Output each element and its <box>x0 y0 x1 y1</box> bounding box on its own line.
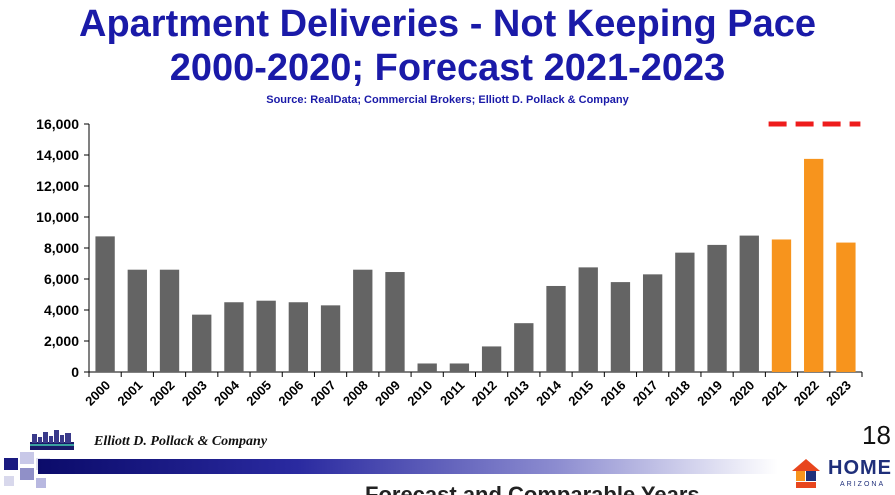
bar-2013 <box>514 323 534 372</box>
bar-2014 <box>546 285 566 372</box>
title-line-2: 2000-2020; Forecast 2021-2023 <box>169 47 726 89</box>
next-slide-text: Forecast and Comparable Years <box>365 482 700 495</box>
x-tick-label: 2013 <box>501 378 532 409</box>
x-tick-label: 2022 <box>791 378 822 409</box>
title-line-1: Apartment Deliveries - Not Keeping Pace <box>79 3 816 45</box>
bar-2018 <box>675 252 695 372</box>
x-tick-label: 2012 <box>469 378 500 409</box>
x-tick-label: 2001 <box>114 378 145 409</box>
home-logo-subtext: ARIZONA <box>840 481 886 488</box>
x-tick-label: 2004 <box>211 377 243 409</box>
x-tick-label: 2015 <box>565 378 596 409</box>
x-tick-label: 2023 <box>823 378 854 409</box>
bar-2022 <box>804 158 824 372</box>
x-tick-label: 2021 <box>759 378 790 409</box>
company-name: Elliott D. Pollack & Company <box>94 434 268 449</box>
decorative-squares-icon <box>4 452 50 488</box>
bar-2008 <box>353 269 373 372</box>
y-tick-label: 14,000 <box>36 147 79 163</box>
bar-2011 <box>449 363 470 372</box>
bar-2015 <box>578 267 598 372</box>
bar-2020 <box>739 235 759 372</box>
x-tick-label: 2018 <box>662 378 693 409</box>
bar-2001 <box>127 269 147 372</box>
home-logo-text: HOME <box>828 457 892 479</box>
x-tick-label: 2000 <box>82 378 113 409</box>
x-tick-label: 2011 <box>437 378 468 409</box>
x-tick-label: 2006 <box>275 378 306 409</box>
y-tick-label: 12,000 <box>36 178 79 194</box>
bar-2007 <box>320 305 341 372</box>
bar-2010 <box>417 363 437 372</box>
x-tick-label: 2008 <box>340 378 371 409</box>
bar-2019 <box>707 244 727 372</box>
x-tick-label: 2010 <box>404 378 435 409</box>
footer-gradient-bar <box>38 459 778 474</box>
bar-chart: 0 2,000 4,000 6,000 8,000 10,000 12,000 14,000 1… <box>36 116 863 409</box>
slide-number: 18 <box>862 420 891 450</box>
x-tick-label: 2003 <box>179 378 210 409</box>
bar-2003 <box>192 314 212 372</box>
bar-2005 <box>256 300 276 372</box>
y-tick-label: 4,000 <box>44 302 79 318</box>
bar-2017 <box>642 274 663 372</box>
bar-2016 <box>610 282 631 372</box>
y-tick-label: 6,000 <box>44 271 79 287</box>
x-tick-label: 2009 <box>372 378 403 409</box>
bar-2002 <box>159 269 180 372</box>
y-tick-label: 8,000 <box>44 240 79 256</box>
y-tick-label: 2,000 <box>44 333 79 349</box>
chart-source: Source: RealData; Commercial Brokers; El… <box>266 94 629 106</box>
x-tick-label: 2005 <box>243 378 274 409</box>
home-arizona-logo-icon <box>792 459 820 488</box>
x-tick-label: 2016 <box>598 378 629 409</box>
x-tick-label: 2017 <box>630 378 661 409</box>
y-tick-label: 0 <box>71 364 79 380</box>
bar-2021 <box>771 239 792 372</box>
bar-2009 <box>385 272 405 372</box>
bar-2006 <box>288 302 309 372</box>
bar-2012 <box>481 346 502 372</box>
x-tick-label: 2014 <box>533 377 565 409</box>
y-tick-label: 16,000 <box>36 116 79 132</box>
x-tick-label: 2020 <box>726 378 757 409</box>
company-logo-icon <box>30 430 74 450</box>
x-tick-label: 2007 <box>308 378 339 409</box>
bar-2000 <box>95 236 115 372</box>
bar-2023 <box>836 242 856 372</box>
x-tick-label: 2002 <box>147 378 178 409</box>
bar-2004 <box>224 302 244 372</box>
y-tick-label: 10,000 <box>36 209 79 225</box>
x-tick-label: 2019 <box>694 378 725 409</box>
